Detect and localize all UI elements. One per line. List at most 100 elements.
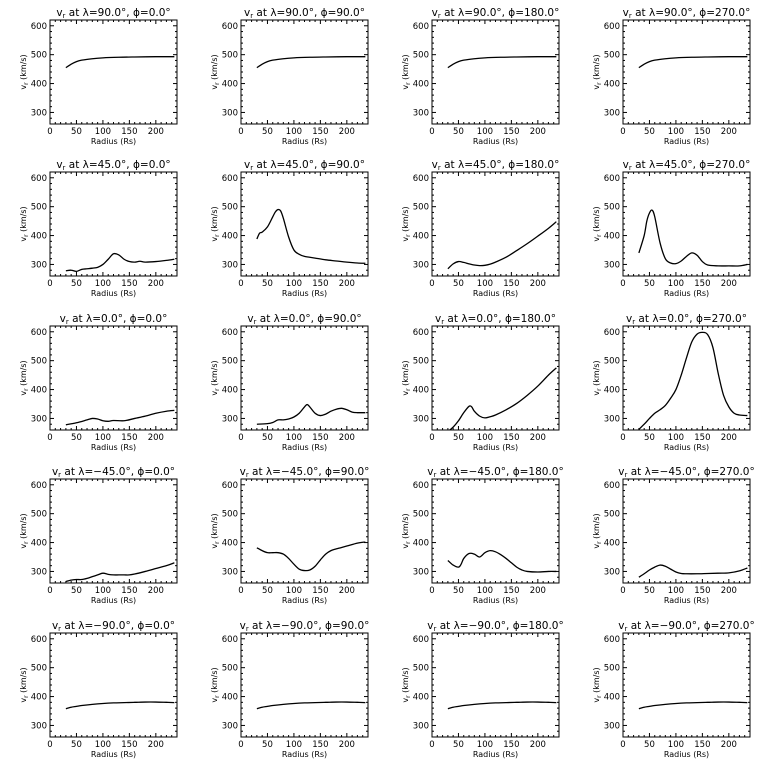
y-tick-label: 600 (413, 328, 429, 338)
panel-3-3: vr at λ=0.0°, ϕ=180.0° 0 50 100 150 200 300 400… (401, 313, 560, 452)
y-tick-label: 500 (31, 51, 47, 61)
x-axis-label: Radius (Rs) (91, 596, 136, 605)
series-line-1 (638, 56, 748, 69)
panel-title: vr at λ=−90.0°, ϕ=90.0° (240, 620, 370, 633)
series-line-1 (638, 701, 748, 710)
x-tick-label: 0 (47, 127, 52, 137)
x-axis-label: Radius (Rs) (473, 750, 518, 759)
x-tick-label: 200 (339, 279, 355, 289)
x-tick-label: 50 (453, 740, 464, 750)
panel-title: vr at λ=−90.0°, ϕ=270.0° (618, 620, 754, 633)
series-line-1 (447, 701, 557, 710)
x-axis-label: Radius (Rs) (664, 137, 709, 146)
x-tick-label: 50 (262, 127, 273, 137)
panel-title: vr at λ=−90.0°, ϕ=0.0° (52, 620, 175, 633)
y-tick-label: 400 (31, 232, 47, 242)
series-line-1 (448, 367, 557, 430)
y-tick-label: 600 (604, 635, 620, 645)
y-tick-label: 600 (31, 22, 47, 32)
y-axis-label: vr (km/s) (592, 360, 603, 395)
y-axis-label: vr (km/s) (592, 54, 603, 89)
y-axis-label: vr (km/s) (19, 667, 30, 702)
x-tick-label: 150 (694, 279, 710, 289)
y-tick-label: 300 (222, 721, 238, 731)
y-tick-label: 400 (222, 80, 238, 90)
y-axis-label: vr (km/s) (592, 513, 603, 548)
y-tick-label: 300 (31, 567, 47, 577)
x-tick-label: 50 (71, 433, 82, 443)
y-tick-label: 500 (604, 203, 620, 213)
x-tick-label: 100 (668, 586, 684, 596)
panel-title: vr at λ=90.0°, ϕ=0.0° (56, 7, 170, 20)
y-tick-label: 500 (413, 664, 429, 674)
x-tick-label: 150 (694, 433, 710, 443)
x-tick-label: 0 (429, 740, 434, 750)
y-tick-label: 400 (413, 80, 429, 90)
y-tick-label: 600 (604, 328, 620, 338)
series-line-1 (447, 549, 557, 573)
panel-1-1: vr at λ=90.0°, ϕ=0.0° 0 50 100 150 200 300 400 5… (19, 7, 178, 146)
y-tick-label: 300 (604, 414, 620, 424)
series-line-1 (638, 564, 748, 578)
y-tick-label: 400 (413, 539, 429, 549)
x-tick-label: 100 (95, 279, 111, 289)
y-tick-label: 500 (413, 203, 429, 213)
x-tick-label: 0 (238, 740, 243, 750)
panel-5-3: vr at λ=−90.0°, ϕ=180.0° 0 50 100 150 200 300 4… (401, 620, 564, 759)
series-line-1 (256, 403, 366, 425)
panel-5-1: vr at λ=−90.0°, ϕ=0.0° 0 50 100 150 200 300 400… (19, 620, 178, 759)
panel-3-1: vr at λ=0.0°, ϕ=0.0° 0 50 100 150 200 300 400 50… (19, 313, 178, 452)
x-axis-label: Radius (Rs) (664, 596, 709, 605)
panel-2-1: vr at λ=45.0°, ϕ=0.0° 0 50 100 150 200 300 400 5… (19, 159, 178, 298)
x-tick-label: 200 (148, 127, 164, 137)
y-tick-label: 400 (31, 386, 47, 396)
x-tick-label: 50 (262, 740, 273, 750)
y-tick-label: 600 (604, 22, 620, 32)
x-tick-label: 100 (286, 433, 302, 443)
x-tick-label: 100 (668, 433, 684, 443)
x-tick-label: 150 (312, 433, 328, 443)
y-tick-label: 600 (31, 481, 47, 491)
x-tick-label: 200 (721, 586, 737, 596)
panel-title: vr at λ=−90.0°, ϕ=180.0° (427, 620, 563, 633)
x-tick-label: 50 (644, 279, 655, 289)
panel-1-2: vr at λ=90.0°, ϕ=90.0° 0 50 100 150 200 300 400… (210, 7, 369, 146)
x-tick-label: 150 (312, 127, 328, 137)
y-tick-label: 500 (413, 357, 429, 367)
x-axis-label: Radius (Rs) (664, 750, 709, 759)
panel-2-3: vr at λ=45.0°, ϕ=180.0° 0 50 100 150 200 300 40… (401, 159, 560, 298)
y-tick-label: 600 (604, 174, 620, 184)
y-tick-label: 400 (604, 539, 620, 549)
x-tick-label: 200 (530, 740, 546, 750)
y-tick-label: 300 (31, 721, 47, 731)
y-axis-label: vr (km/s) (592, 206, 603, 241)
y-tick-label: 300 (604, 260, 620, 270)
x-tick-label: 100 (477, 586, 493, 596)
x-tick-label: 200 (148, 279, 164, 289)
panel-title: vr at λ=0.0°, ϕ=90.0° (247, 313, 361, 326)
y-axis-label: vr (km/s) (210, 513, 221, 548)
x-tick-label: 150 (121, 740, 137, 750)
x-tick-label: 200 (339, 740, 355, 750)
x-tick-label: 150 (312, 740, 328, 750)
series-line-1 (256, 56, 366, 69)
x-tick-label: 50 (453, 127, 464, 137)
panel-title: vr at λ=−45.0°, ϕ=180.0° (427, 466, 563, 479)
y-tick-label: 300 (31, 260, 47, 270)
y-axis-label: vr (km/s) (401, 360, 412, 395)
x-tick-label: 150 (121, 279, 137, 289)
y-tick-label: 300 (604, 567, 620, 577)
x-tick-label: 100 (286, 586, 302, 596)
y-tick-label: 600 (222, 481, 238, 491)
panel-5-2: vr at λ=−90.0°, ϕ=90.0° 0 50 100 150 200 300 40… (210, 620, 369, 759)
y-tick-label: 600 (604, 481, 620, 491)
x-tick-label: 150 (503, 740, 519, 750)
y-tick-label: 500 (31, 357, 47, 367)
series-line-1 (256, 541, 366, 572)
y-tick-label: 500 (222, 203, 238, 213)
y-axis-label: vr (km/s) (19, 513, 30, 548)
panel-4-2: vr at λ=−45.0°, ϕ=90.0° 0 50 100 150 200 300 40… (210, 466, 369, 605)
y-tick-label: 400 (31, 539, 47, 549)
y-tick-label: 600 (413, 174, 429, 184)
